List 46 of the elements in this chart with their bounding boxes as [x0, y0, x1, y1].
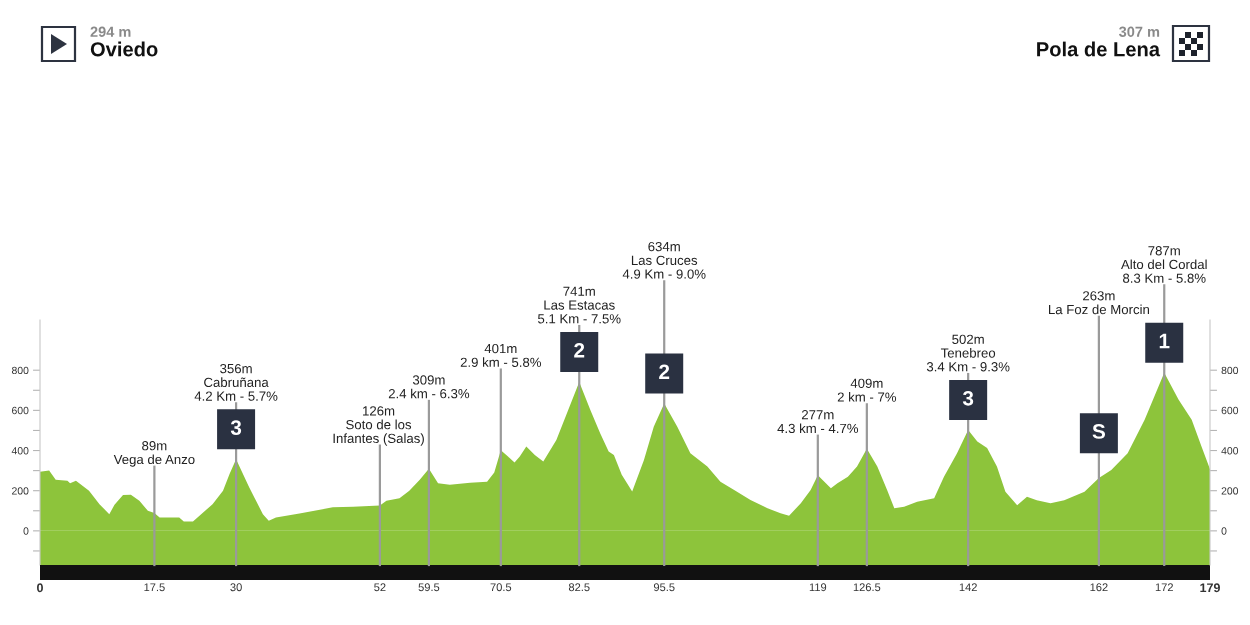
x-tick-label: 95.5: [653, 583, 675, 592]
ref-line-label: 277m 4.3 km - 4.7%: [777, 410, 859, 434]
annotation: 3: [230, 420, 242, 435]
y2-tick-label: 200: [1221, 487, 1239, 495]
ref-line-label: 634m Las Cruces 4.9 Km - 9.0%: [622, 241, 706, 279]
x-tick-label: 119: [809, 583, 827, 592]
x-tick-label: 162: [1090, 583, 1108, 592]
ref-line-label: 741m Las Estacas 5.1 Km - 7.5%: [537, 286, 621, 324]
x-tick-label: 126.5: [853, 583, 881, 592]
annotation: S: [1092, 424, 1106, 439]
y-tick-label: 0: [23, 527, 29, 535]
y2-tick-label: 600: [1221, 406, 1239, 415]
annotation: 2: [574, 342, 585, 358]
y-tick-label: 200: [12, 487, 29, 495]
x-tick-label: 70.5: [490, 583, 512, 592]
text: 307 m: [1118, 26, 1160, 37]
y2-tick-label: 800: [1221, 366, 1239, 375]
x-tick-label: 52: [374, 583, 386, 592]
ref-line-label: 401m 2.9 km - 5.8%: [460, 343, 542, 367]
x-tick-label: 0: [37, 583, 43, 593]
ref-line-label: 356m Cabruñana 4.2 Km - 5.7%: [194, 363, 278, 401]
y-tick-label: 400: [11, 447, 29, 455]
x-tick-label: 142: [959, 583, 977, 592]
x-tick-label: 82.5: [568, 583, 590, 592]
y2-tick-label: 0: [1221, 527, 1227, 535]
x-tick-label: 17.5: [144, 583, 165, 592]
x-tick-label: 172: [1155, 583, 1173, 592]
text: Oviedo: [90, 41, 158, 57]
x-tick-label: 59.5: [418, 583, 440, 592]
ref-line-label: 309m 2.4 km - 6.3%: [388, 375, 470, 399]
text: Pola de Lena: [1037, 41, 1161, 57]
text: 294 m: [90, 26, 131, 37]
ref-line-label: 263m La Foz de Morcin: [1049, 291, 1149, 315]
ref-line-label: 787m Alto del Cordal 8.3 Km - 5.8%: [1121, 246, 1207, 283]
x-tick-label: 30: [230, 583, 242, 592]
y-tick-label: 800: [11, 366, 29, 375]
ref-line-label: 89m Vega de Anzo: [113, 441, 195, 467]
y-tick-label: 600: [12, 406, 29, 415]
x-tick-label: 179: [1200, 583, 1220, 593]
ref-line-label: 502m Tenebreo 3.4 Km - 9.3%: [926, 334, 1010, 372]
y2-tick-label: 400: [1221, 447, 1239, 455]
annotation: 2: [659, 364, 670, 379]
annotation: 3: [962, 390, 974, 406]
ref-line-label: 126m Soto de los Infantes (Salas): [333, 406, 424, 446]
ref-line-label: 409m 2 km - 7%: [837, 378, 897, 402]
annotation: 1: [1159, 333, 1170, 349]
